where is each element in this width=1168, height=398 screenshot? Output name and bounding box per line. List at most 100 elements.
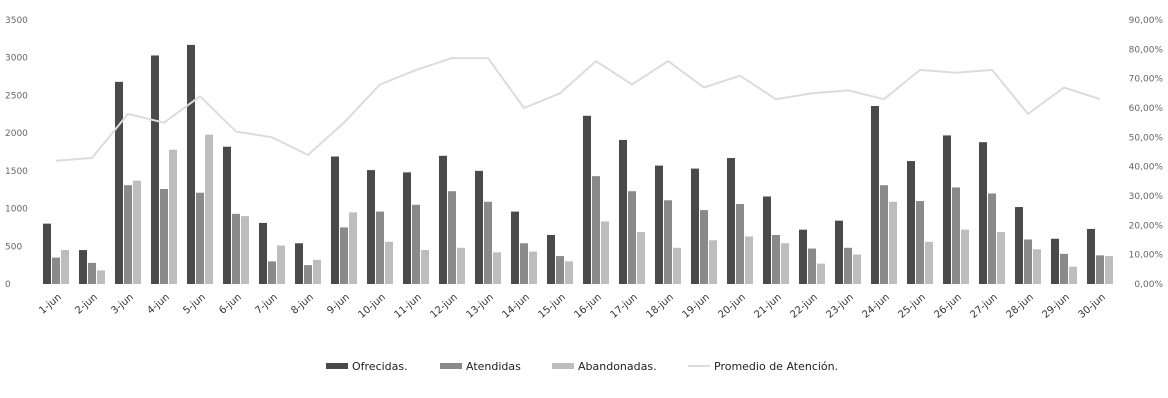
bar-abandonadas <box>889 201 897 284</box>
bar-ofrecidas <box>187 44 195 284</box>
bar-ofrecidas <box>43 223 51 284</box>
bar-abandonadas <box>565 261 573 284</box>
bar-abandonadas <box>313 259 321 284</box>
bar-ofrecidas <box>151 55 159 284</box>
x-axis-tick-label: 5-jun <box>181 292 208 317</box>
x-axis-tick-label: 7-jun <box>253 292 280 317</box>
bar-atendidas <box>556 256 564 284</box>
bar-atendidas <box>268 261 276 284</box>
bar-ofrecidas <box>295 243 303 284</box>
x-axis-tick-label: 10-jun <box>356 292 387 321</box>
bar-abandonadas <box>169 149 177 284</box>
bar-abandonadas <box>421 250 429 284</box>
bar-ofrecidas <box>1051 238 1059 284</box>
x-axis-tick-label: 19-jun <box>680 292 711 321</box>
bar-atendidas <box>916 201 924 284</box>
bar-ofrecidas <box>871 105 879 284</box>
legend-label: Promedio de Atención. <box>714 360 838 373</box>
bar-abandonadas <box>1069 266 1077 284</box>
x-axis-tick-label: 27-jun <box>968 292 999 321</box>
bar-abandonadas <box>601 221 609 284</box>
bar-atendidas <box>880 185 888 284</box>
bar-abandonadas <box>961 229 969 284</box>
bar-atendidas <box>304 265 312 284</box>
bar-ofrecidas <box>115 81 123 284</box>
bar-atendidas <box>376 211 384 284</box>
left-axis-tick-label: 3000 <box>5 54 28 64</box>
legend-label: Abandonadas. <box>578 360 657 373</box>
bar-ofrecidas <box>583 115 591 285</box>
bar-atendidas <box>160 188 168 284</box>
bar-ofrecidas <box>691 168 699 284</box>
left-axis-tick-label: 2500 <box>5 91 28 101</box>
x-axis-tick-label: 2-jun <box>73 292 100 317</box>
bar-abandonadas <box>673 247 681 284</box>
bar-abandonadas <box>385 241 393 284</box>
left-axis-tick-label: 0 <box>5 280 11 290</box>
line-layer <box>55 57 1101 162</box>
bar-ofrecidas <box>79 250 87 284</box>
x-axis-tick-label: 9-jun <box>325 292 352 317</box>
x-axis-tick-label: 18-jun <box>644 292 675 321</box>
bar-atendidas <box>988 193 996 284</box>
bar-atendidas <box>808 248 816 284</box>
bar-abandonadas <box>205 134 213 284</box>
x-axis-tick-label: 22-jun <box>788 292 819 321</box>
x-axis-tick-label: 23-jun <box>824 292 855 321</box>
bar-abandonadas <box>349 212 357 284</box>
left-axis-tick-label: 1000 <box>5 205 28 215</box>
x-axis-tick-label: 20-jun <box>716 292 747 321</box>
right-axis-tick-label: 70,00% <box>1129 75 1164 85</box>
bar-ofrecidas <box>475 170 483 284</box>
bar-abandonadas <box>853 254 861 284</box>
bar-abandonadas <box>781 243 789 284</box>
bar-abandonadas <box>529 251 537 284</box>
bar-ofrecidas <box>655 165 663 284</box>
bar-ofrecidas <box>223 146 231 284</box>
bar-atendidas <box>592 176 600 284</box>
bar-ofrecidas <box>259 222 267 284</box>
bar-ofrecidas <box>439 155 447 284</box>
x-axis-tick-label: 8-jun <box>289 292 316 317</box>
bar-ofrecidas <box>727 158 735 284</box>
x-axis-tick-label: 12-jun <box>428 292 459 321</box>
bar-abandonadas <box>709 240 717 284</box>
right-axis-tick-label: 50,00% <box>1129 133 1164 143</box>
bar-ofrecidas <box>403 172 411 284</box>
bar-atendidas <box>844 247 852 284</box>
bar-atendidas <box>1024 239 1032 284</box>
bar-atendidas <box>232 213 240 284</box>
bar-atendidas <box>340 227 348 284</box>
bar-ofrecidas <box>331 156 339 284</box>
bar-abandonadas <box>997 231 1005 284</box>
bar-abandonadas <box>457 247 465 284</box>
bar-ofrecidas <box>943 135 951 284</box>
legend: Ofrecidas. Atendidas Abandonadas. Promedio … <box>326 360 838 373</box>
bar-atendidas <box>448 191 456 284</box>
bar-atendidas <box>628 191 636 284</box>
bar-atendidas <box>196 192 204 284</box>
bar-atendidas <box>664 200 672 284</box>
right-axis-tick-label: 0,00% <box>1134 280 1163 290</box>
right-axis-tick-label: 30,00% <box>1129 192 1164 202</box>
bar-atendidas <box>88 262 96 284</box>
bar-abandonadas <box>745 236 753 284</box>
bar-ofrecidas <box>1087 228 1095 284</box>
right-axis-tick-label: 80,00% <box>1129 45 1164 55</box>
bar-atendidas <box>484 201 492 284</box>
bar-ofrecidas <box>367 170 375 284</box>
bar-abandonadas <box>133 180 141 284</box>
bar-abandonadas <box>637 231 645 284</box>
bar-abandonadas <box>817 263 825 284</box>
x-axis-tick-label: 13-jun <box>464 292 495 321</box>
right-axis-tick-label: 90,00% <box>1129 16 1164 26</box>
left-axis-tick-label: 3500 <box>5 16 28 26</box>
x-axis-tick-label: 21-jun <box>752 292 783 321</box>
x-axis-tick-label: 24-jun <box>860 292 891 321</box>
bar-ofrecidas <box>907 161 915 284</box>
x-axis-tick-label: 3-jun <box>109 292 136 317</box>
x-axis-tick-label: 28-jun <box>1004 292 1035 321</box>
bar-abandonadas <box>925 241 933 284</box>
bar-ofrecidas <box>835 220 843 284</box>
